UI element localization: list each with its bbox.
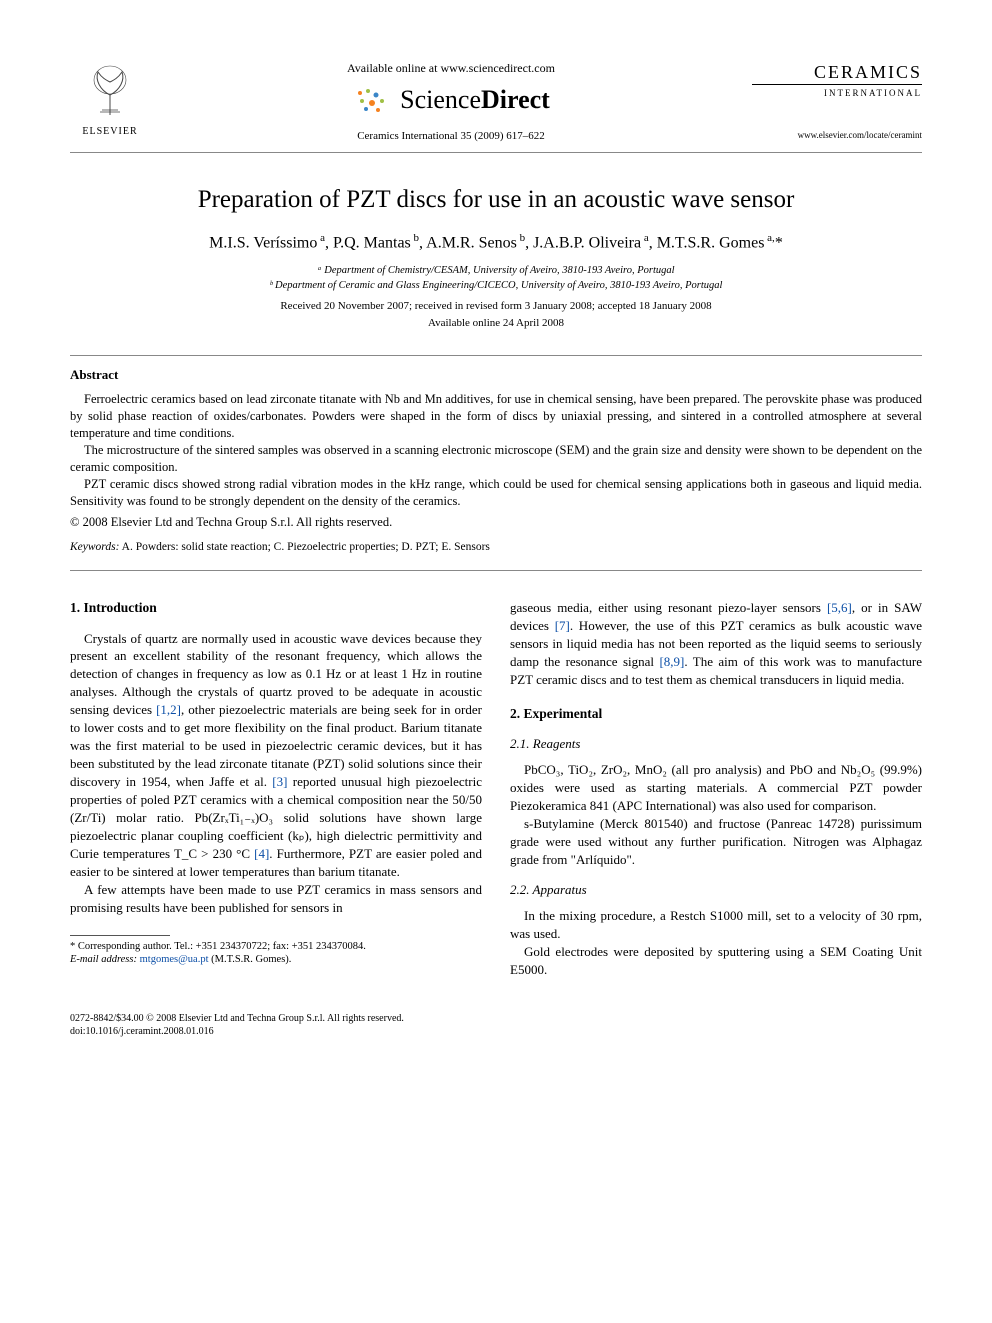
keywords-line: Keywords: A. Powders: solid state reacti… xyxy=(70,540,922,556)
reagents-p1: PbCO₃, TiO₂, ZrO₂, MnO₂ (all pro analysi… xyxy=(510,761,922,815)
section-2-2-title: 2.2. Apparatus xyxy=(510,881,922,899)
ref-link-7[interactable]: [7] xyxy=(555,618,570,633)
ceramics-logo-text: CERAMICS xyxy=(752,60,922,84)
elsevier-tree-icon xyxy=(80,60,140,120)
article-dates: Received 20 November 2007; received in r… xyxy=(70,299,922,314)
keywords-label: Keywords: xyxy=(70,541,119,553)
journal-brand-block: CERAMICS INTERNATIONAL www.elsevier.com/… xyxy=(752,60,922,142)
abstract-p1: Ferroelectric ceramics based on lead zir… xyxy=(70,391,922,442)
affiliation-b: ᵇ Department of Ceramic and Glass Engine… xyxy=(70,279,922,293)
footnote-email-link[interactable]: mtgomes@ua.pt xyxy=(140,954,209,965)
abstract-p2: The microstructure of the sintered sampl… xyxy=(70,442,922,476)
author-list: M.I.S. Veríssimo a, P.Q. Mantas b, A.M.R… xyxy=(70,231,922,254)
elsevier-label: ELSEVIER xyxy=(70,125,150,139)
section-experimental: 2. Experimental 2.1. Reagents PbCO₃, TiO… xyxy=(510,705,922,979)
abstract-copyright: © 2008 Elsevier Ltd and Techna Group S.r… xyxy=(70,514,922,531)
article-body-columns: 1. Introduction Crystals of quartz are n… xyxy=(70,599,922,995)
article-title: Preparation of PZT discs for use in an a… xyxy=(70,183,922,217)
available-online-text: Available online at www.sciencedirect.co… xyxy=(150,60,752,76)
article-header: ELSEVIER Available online at www.science… xyxy=(70,60,922,144)
sciencedirect-logo: ScienceDirect xyxy=(150,82,752,117)
footer-doi: doi:10.1016/j.ceramint.2008.01.016 xyxy=(70,1025,922,1038)
abstract-body: Ferroelectric ceramics based on lead zir… xyxy=(70,391,922,509)
footer-issn-copyright: 0272-8842/$34.00 © 2008 Elsevier Ltd and… xyxy=(70,1012,922,1025)
footnote-email-line: E-mail address: mtgomes@ua.pt (M.T.S.R. … xyxy=(70,953,482,967)
footnote-email-who: (M.T.S.R. Gomes). xyxy=(211,954,291,965)
abstract-top-rule xyxy=(70,355,922,356)
sciencedirect-text: ScienceDirect xyxy=(400,82,550,117)
apparatus-p1: In the mixing procedure, a Restch S1000 … xyxy=(510,907,922,943)
footnote-rule xyxy=(70,935,170,936)
intro-p2-cont: gaseous media, either using resonant pie… xyxy=(510,599,922,689)
affiliation-a: ᵃ Department of Chemistry/CESAM, Univers… xyxy=(70,264,922,278)
keywords-text: A. Powders: solid state reaction; C. Pie… xyxy=(122,541,490,553)
elsevier-logo-block: ELSEVIER xyxy=(70,60,150,139)
section-1-title: 1. Introduction xyxy=(70,599,482,618)
sd-direct: Direct xyxy=(481,85,550,114)
corresponding-author-footnote: * Corresponding author. Tel.: +351 23437… xyxy=(70,940,482,967)
page-footer: 0272-8842/$34.00 © 2008 Elsevier Ltd and… xyxy=(70,1012,922,1038)
section-2-1-title: 2.1. Reagents xyxy=(510,735,922,753)
section-2-title: 2. Experimental xyxy=(510,705,922,724)
journal-reference: Ceramics International 35 (2009) 617–622 xyxy=(150,129,752,144)
footnote-email-label: E-mail address: xyxy=(70,954,137,965)
header-rule xyxy=(70,152,922,153)
ref-link-5-6[interactable]: [5,6] xyxy=(827,600,852,615)
header-center: Available online at www.sciencedirect.co… xyxy=(150,60,752,144)
apparatus-p2: Gold electrodes were deposited by sputte… xyxy=(510,943,922,979)
intro-p2-start: A few attempts have been made to use PZT… xyxy=(70,881,482,917)
sciencedirect-dots-icon xyxy=(352,85,392,115)
footnote-corr: * Corresponding author. Tel.: +351 23437… xyxy=(70,940,482,954)
journal-url[interactable]: www.elsevier.com/locate/ceramint xyxy=(752,129,922,141)
abstract-p3: PZT ceramic discs showed strong radial v… xyxy=(70,476,922,510)
abstract-heading: Abstract xyxy=(70,366,922,384)
section-introduction: 1. Introduction Crystals of quartz are n… xyxy=(70,599,482,917)
ref-link-4[interactable]: [4] xyxy=(254,846,269,861)
sd-science: Science xyxy=(400,85,481,114)
ref-link-8-9[interactable]: [8,9] xyxy=(659,654,684,669)
ref-link-1-2[interactable]: [1,2] xyxy=(156,702,181,717)
ref-link-3[interactable]: [3] xyxy=(272,774,287,789)
ceramics-subtitle: INTERNATIONAL xyxy=(752,87,922,99)
reagents-p2: s-Butylamine (Merck 801540) and fructose… xyxy=(510,815,922,869)
article-available-date: Available online 24 April 2008 xyxy=(70,316,922,331)
intro-p1: Crystals of quartz are normally used in … xyxy=(70,630,482,881)
abstract-bottom-rule xyxy=(70,570,922,571)
